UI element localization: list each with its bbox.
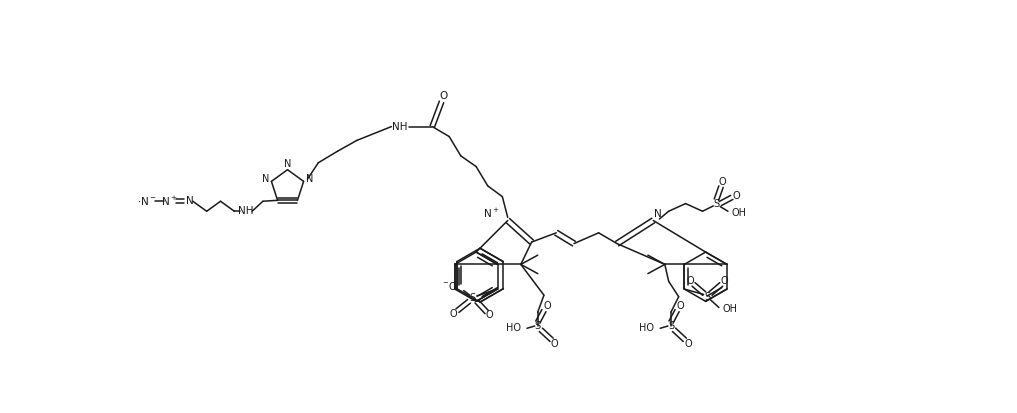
Text: N$^+$: N$^+$ xyxy=(162,195,178,208)
Text: S: S xyxy=(470,293,476,303)
Text: O: O xyxy=(719,177,726,187)
Text: O: O xyxy=(486,310,493,320)
Text: N: N xyxy=(306,174,313,184)
Text: NH: NH xyxy=(238,206,253,216)
Text: NH: NH xyxy=(393,121,408,132)
Text: S: S xyxy=(535,321,541,331)
Text: $^{-}$O: $^{-}$O xyxy=(442,280,458,292)
Text: O: O xyxy=(720,276,728,286)
Text: N$^+$: N$^+$ xyxy=(483,207,499,220)
Text: OH: OH xyxy=(732,208,746,218)
Text: O: O xyxy=(684,339,692,349)
Text: N: N xyxy=(186,196,193,206)
Text: O: O xyxy=(551,339,558,349)
Text: N: N xyxy=(284,159,291,169)
Text: O: O xyxy=(676,301,684,311)
Text: N: N xyxy=(261,174,268,184)
Text: O: O xyxy=(732,191,740,201)
Text: O: O xyxy=(450,309,457,319)
Text: O: O xyxy=(439,91,447,101)
Text: OH: OH xyxy=(723,304,737,314)
Text: HO: HO xyxy=(639,323,654,333)
Text: S: S xyxy=(713,199,719,209)
Text: N: N xyxy=(654,209,662,218)
Text: O: O xyxy=(686,276,695,286)
Text: HO: HO xyxy=(505,323,521,333)
Text: S: S xyxy=(705,292,711,302)
Text: O: O xyxy=(543,301,551,311)
Text: S: S xyxy=(668,321,674,331)
Text: $\cdot$N$^-$: $\cdot$N$^-$ xyxy=(136,195,157,207)
